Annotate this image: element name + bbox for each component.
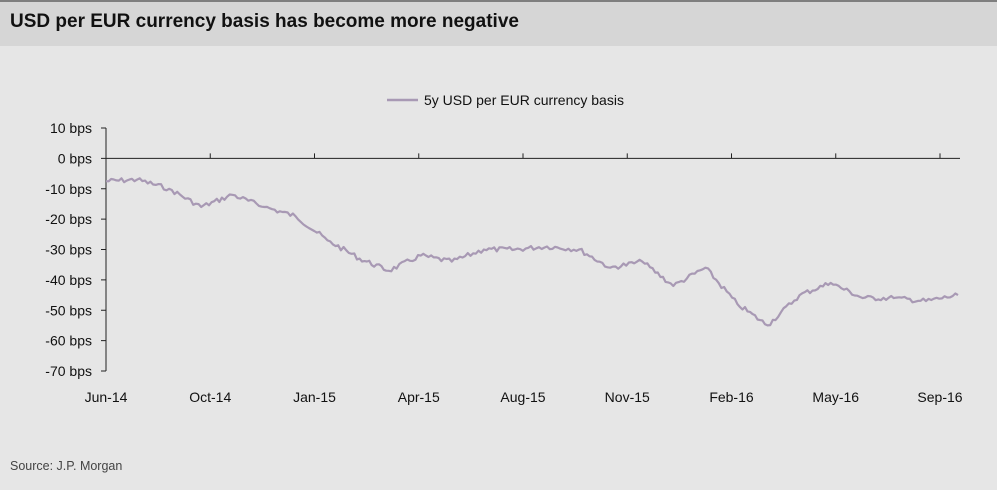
y-tick-label: -50 bps: [45, 302, 92, 318]
x-tick-label: Aug-15: [500, 389, 545, 405]
y-tick-label: -30 bps: [45, 242, 92, 258]
tick-labels: 10 bps 0 bps -10 bps -20 bps -30 bps -40 bps -…: [45, 120, 962, 405]
y-tick-label: 10 bps: [50, 120, 92, 136]
source-note: Source: J.P. Morgan: [10, 459, 123, 473]
x-tick-label: Feb-16: [709, 389, 754, 405]
x-tick-label: Jun-14: [85, 389, 128, 405]
x-tick-label: Sep-16: [917, 389, 962, 405]
y-tick-label: 0 bps: [58, 150, 92, 166]
series-lines: [105, 177, 959, 327]
y-tick-label: -60 bps: [45, 333, 92, 349]
y-tick-label: -70 bps: [45, 363, 92, 379]
series-line-5y-basis: [105, 177, 959, 327]
x-tick-label: Nov-15: [605, 389, 650, 405]
x-tick-label: Oct-14: [189, 389, 231, 405]
legend: 5y USD per EUR currency basis: [387, 92, 624, 108]
y-tick-label: -40 bps: [45, 272, 92, 288]
x-tick-label: Jan-15: [293, 389, 336, 405]
chart-title: USD per EUR currency basis has become mo…: [10, 11, 519, 32]
title-bar: USD per EUR currency basis has become mo…: [0, 2, 997, 46]
x-tick-label: Apr-15: [398, 389, 440, 405]
legend-label: 5y USD per EUR currency basis: [424, 92, 624, 108]
x-tick-label: May-16: [812, 389, 859, 405]
y-tick-label: -10 bps: [45, 181, 92, 197]
axes: [101, 127, 960, 372]
y-tick-label: -20 bps: [45, 211, 92, 227]
